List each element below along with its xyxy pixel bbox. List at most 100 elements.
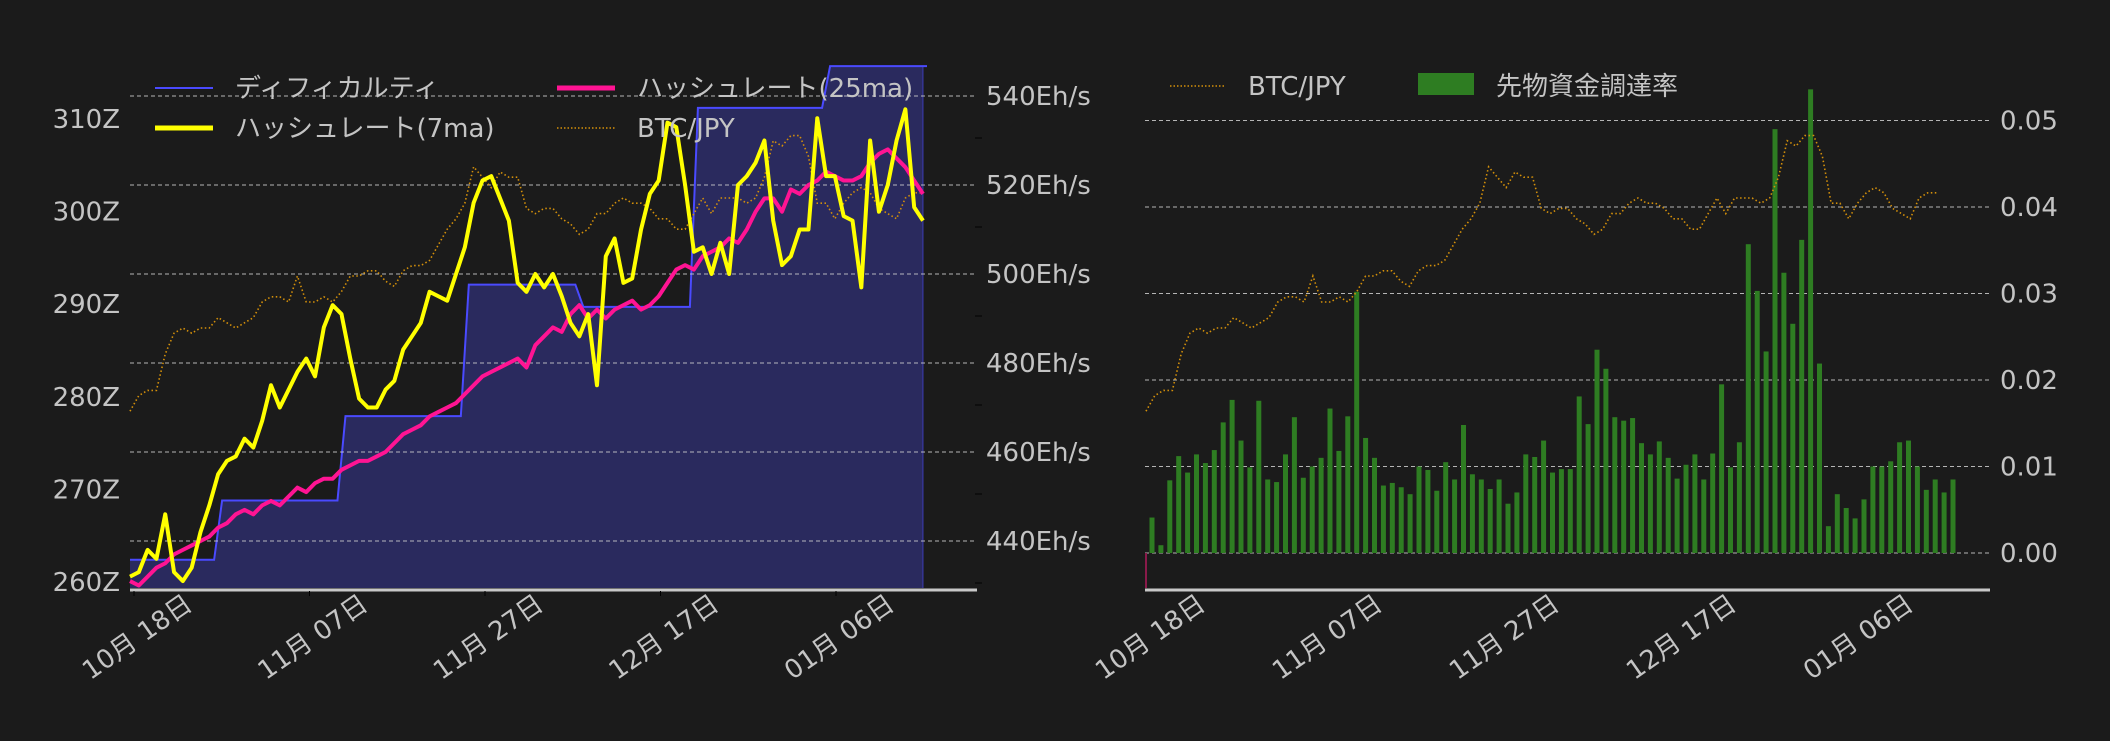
funding-rate-bar xyxy=(1781,272,1787,553)
funding-rate-bar xyxy=(1932,479,1938,553)
funding-rate-bar xyxy=(1185,472,1191,553)
funding-rate-bar xyxy=(1772,129,1778,553)
funding-rate-bar xyxy=(1514,492,1520,553)
right-axis-tick-label: 0.00 xyxy=(2000,539,2058,569)
left-axis-tick-label: 280Z xyxy=(53,383,120,413)
legend-swatch-funding xyxy=(1418,73,1474,95)
funding-rate-bar xyxy=(1567,469,1573,553)
right-axis-tick-label: 540Eh/s xyxy=(986,82,1091,112)
funding-rate-bar xyxy=(1416,466,1422,553)
right-axis-tick-label: 0.04 xyxy=(2000,193,2058,223)
left-axis-tick-label: 270Z xyxy=(53,475,120,505)
legend-label: BTC/JPY xyxy=(637,114,735,144)
x-tick-label: 01月 06日 xyxy=(779,589,900,686)
funding-rate-bar xyxy=(1923,489,1929,553)
funding-rate-bar xyxy=(1647,454,1653,553)
funding-rate-bar xyxy=(1825,526,1831,553)
funding-rate-bar xyxy=(1870,466,1876,553)
legend-label: 先物資金調達率 xyxy=(1496,72,1678,102)
funding-rate-bar xyxy=(1354,291,1360,553)
funding-rate-bar xyxy=(1202,463,1208,553)
funding-rate-bar xyxy=(1852,518,1858,553)
funding-rate-bar xyxy=(1906,440,1911,553)
funding-rate-bar xyxy=(1434,490,1440,553)
funding-rate-bar xyxy=(1950,479,1956,553)
funding-rate-bar xyxy=(1665,457,1671,553)
funding-rate-bar xyxy=(1817,363,1822,553)
funding-rate-bar xyxy=(1469,474,1475,553)
funding-rate-bar xyxy=(1211,450,1217,553)
funding-rate-bar xyxy=(1808,89,1814,554)
funding-rate-chart: 0.00 0.01 0.02 0.03 0.04 0.05 10月 18日 11月 07日 11… xyxy=(1090,72,2058,686)
funding-rate-bar xyxy=(1550,472,1555,553)
x-tick-label: 10月 18日 xyxy=(77,589,198,686)
right-axis-tick-label: 520Eh/s xyxy=(986,171,1091,201)
funding-rate-bar xyxy=(1763,351,1769,553)
funding-rate-bar xyxy=(1692,454,1698,553)
funding-rate-bar xyxy=(1345,416,1351,553)
x-tick-label: 12月 17日 xyxy=(604,589,725,686)
funding-rate-bar xyxy=(1736,442,1742,553)
x-tick-label: 11月 27日 xyxy=(428,589,549,686)
funding-rate-bar xyxy=(1487,488,1493,553)
funding-rate-bar xyxy=(1701,479,1707,553)
funding-rate-bar xyxy=(1194,454,1199,553)
funding-rate-bar xyxy=(1656,441,1662,553)
x-tick-label: 01月 06日 xyxy=(1798,589,1919,686)
funding-rate-bar xyxy=(1558,469,1564,553)
funding-rate-bar xyxy=(1639,443,1644,553)
funding-rate-bar xyxy=(1879,466,1885,553)
legend-label: ハッシュレート(7ma) xyxy=(235,114,495,144)
funding-rate-bar xyxy=(1790,323,1796,553)
funding-rate-bar xyxy=(1630,418,1636,553)
funding-rate-bar xyxy=(1843,508,1849,553)
funding-rate-bar xyxy=(1585,424,1591,553)
funding-rate-bar xyxy=(1523,454,1529,553)
funding-rate-bar xyxy=(1407,494,1413,553)
hashrate-25ma-line xyxy=(129,147,925,588)
funding-rate-bar xyxy=(1220,422,1226,553)
funding-rate-bar xyxy=(1167,480,1173,553)
funding-rate-bar xyxy=(1612,417,1618,553)
funding-rate-bar xyxy=(1897,442,1903,553)
funding-rate-bar xyxy=(1834,494,1840,553)
funding-rate-bar xyxy=(1283,454,1288,553)
funding-rate-bar xyxy=(1674,478,1680,553)
funding-rate-bar xyxy=(1941,492,1947,553)
funding-rate-bar xyxy=(1710,453,1716,553)
funding-rate-bar xyxy=(1799,239,1805,553)
left-axis-tick-label: 260Z xyxy=(53,568,120,598)
right-axis-tick-label: 0.05 xyxy=(2000,107,2058,137)
funding-rate-bar xyxy=(1229,399,1235,553)
funding-rate-bar xyxy=(1363,437,1369,553)
funding-rate-bar xyxy=(1265,479,1271,553)
x-tick-label: 11月 07日 xyxy=(1267,589,1388,686)
funding-rate-bar xyxy=(1425,469,1431,553)
funding-rate-bar xyxy=(1728,467,1733,553)
left-axis-tick-label: 300Z xyxy=(53,198,120,228)
x-tick-label: 10月 18日 xyxy=(1090,589,1211,686)
funding-rate-bar xyxy=(1576,396,1582,553)
difficulty-line xyxy=(130,65,927,561)
funding-rate-bar xyxy=(1398,487,1404,553)
btcjpy-line xyxy=(1145,134,1937,412)
right-axis-tick-label: 0.03 xyxy=(2000,280,2058,310)
funding-rate-bar xyxy=(1300,477,1306,553)
left-axis-tick-label: 290Z xyxy=(53,290,120,320)
left-axis-tick-label: 310Z xyxy=(53,105,120,135)
funding-rate-bar xyxy=(1594,349,1600,553)
funding-rate-bar xyxy=(1327,408,1333,553)
funding-rate-bar xyxy=(1541,440,1547,553)
funding-rate-bar xyxy=(1256,400,1262,553)
funding-rate-bar xyxy=(1443,462,1449,553)
funding-rate-bar xyxy=(1389,482,1395,553)
funding-rate-bar xyxy=(1888,461,1894,553)
btcjpy-line xyxy=(129,134,923,412)
funding-rate-bar xyxy=(1719,384,1725,553)
legend-label: ディフィカルティ xyxy=(235,74,439,104)
funding-rate-bar xyxy=(1318,457,1324,553)
legend-label: ハッシュレート(25ma) xyxy=(637,74,913,104)
funding-rate-bar xyxy=(1683,464,1689,553)
right-axis-tick-label: 0.01 xyxy=(2000,453,2058,483)
